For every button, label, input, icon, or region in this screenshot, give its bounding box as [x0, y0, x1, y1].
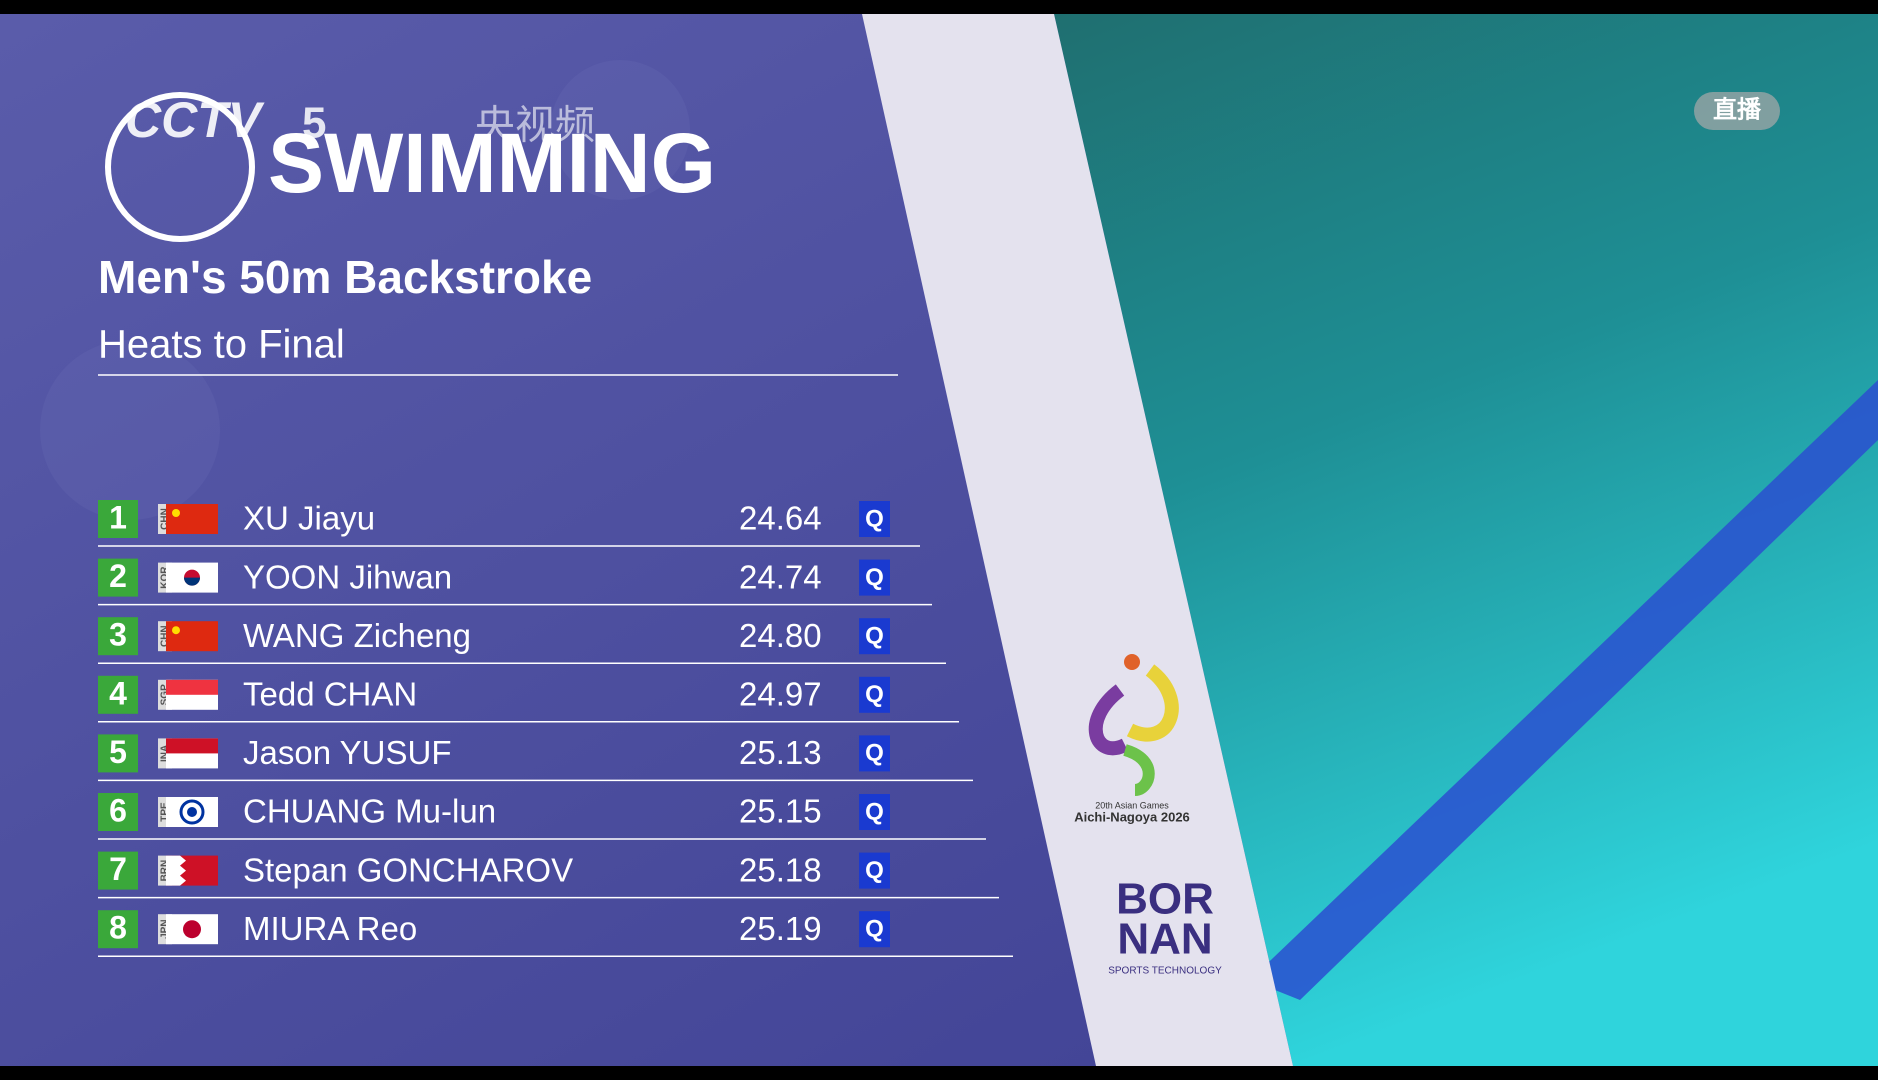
- flag: [166, 679, 218, 695]
- pool-video: [1054, 14, 1878, 1066]
- live-label: 直播: [1713, 96, 1762, 123]
- diagonal-stripe: [862, 14, 1293, 1066]
- country-code: SGP: [160, 684, 171, 705]
- flag: [166, 738, 218, 754]
- logo-sun: [1124, 654, 1140, 670]
- results-table: 1 CHN XU Jiayu 24.64 Q 2 KOR YOON Jihwan 24.74 Q 3…: [98, 499, 1013, 957]
- qualify-mark: Q: [865, 505, 884, 532]
- channel-logo: CCTV: [125, 92, 265, 148]
- flag: [166, 504, 218, 534]
- qualify-box: [859, 794, 890, 830]
- country-code: BRN: [160, 860, 171, 882]
- athlete-name: WANG Zicheng: [243, 617, 471, 654]
- sport-title: SWIMMING: [268, 116, 716, 210]
- rank: 1: [109, 499, 127, 535]
- logo-shape: [1088, 684, 1129, 756]
- games-line2: Aichi-Nagoya 2026: [1074, 809, 1190, 824]
- rank: 4: [109, 675, 127, 711]
- time: 25.15: [739, 793, 822, 830]
- rank-box: [98, 617, 138, 656]
- rank-box: [98, 793, 138, 831]
- flag: [166, 621, 218, 652]
- channel-number: 5: [302, 99, 326, 148]
- rank: 8: [109, 910, 127, 946]
- country-code: CHN: [160, 508, 171, 530]
- time: 24.74: [739, 558, 822, 595]
- qualify-mark: Q: [865, 564, 884, 591]
- flag-star: [172, 509, 180, 517]
- athlete-name: Stepan GONCHAROV: [243, 851, 573, 888]
- time: 25.19: [739, 910, 822, 947]
- cctv-logo-ring: [105, 92, 255, 242]
- rank-box: [98, 910, 138, 949]
- qualify-box: [859, 852, 890, 889]
- athlete-name: MIURA Reo: [243, 910, 417, 947]
- rank-box: [98, 851, 138, 890]
- athlete-name: Jason YUSUF: [243, 734, 451, 771]
- flag-emblem: [187, 807, 197, 817]
- rank: 7: [109, 851, 127, 887]
- rank-box: [98, 734, 138, 773]
- qualify-box: [859, 735, 890, 772]
- country-code: KOR: [160, 566, 171, 589]
- sponsor-line2: NAN: [1117, 915, 1212, 964]
- sponsor-line3: SPORTS TECHNOLOGY: [1108, 966, 1222, 977]
- qualify-mark: Q: [865, 623, 884, 650]
- time: 24.97: [739, 676, 822, 713]
- rank: 3: [109, 617, 127, 653]
- country-code: INA: [160, 745, 171, 762]
- rank-box: [98, 558, 138, 597]
- qualify-mark: Q: [865, 740, 884, 767]
- phase-title: Heats to Final: [98, 323, 345, 367]
- rank: 6: [109, 792, 127, 828]
- rank: 5: [109, 734, 127, 770]
- live-badge: [1694, 92, 1780, 130]
- flag-emblem: [179, 799, 205, 825]
- qualify-mark: Q: [865, 916, 884, 943]
- time: 25.18: [739, 851, 822, 888]
- flag: [166, 855, 186, 886]
- event-title: Men's 50m Backstroke: [98, 251, 592, 303]
- flag-emblem: [183, 920, 201, 939]
- qualify-box: [859, 559, 890, 596]
- country-code: CHN: [160, 625, 171, 647]
- rank: 2: [109, 558, 127, 594]
- decor: [550, 60, 690, 200]
- country-code: TPE: [160, 802, 171, 822]
- country-code: JPN: [160, 919, 171, 938]
- qualify-box: [859, 676, 890, 713]
- games-logo: [1088, 654, 1179, 796]
- app-watermark: 央视频: [475, 104, 595, 148]
- logo-shape: [1126, 664, 1179, 742]
- logo-shape: [1122, 744, 1155, 796]
- time: 24.80: [739, 617, 822, 654]
- lane-rope: [1250, 380, 1878, 1000]
- rank-box: [98, 500, 138, 538]
- qualify-box: [859, 618, 890, 655]
- time: 25.13: [739, 734, 822, 771]
- flag-emblem: [184, 577, 200, 586]
- athlete-name: CHUANG Mu-lun: [243, 793, 496, 830]
- qualify-box: [859, 911, 890, 948]
- athlete-name: YOON Jihwan: [243, 558, 452, 595]
- athlete-name: XU Jiayu: [243, 500, 375, 537]
- qualify-mark: Q: [865, 681, 884, 708]
- games-line1: 20th Asian Games: [1095, 800, 1169, 810]
- athlete-name: Tedd CHAN: [243, 676, 417, 713]
- qualify-box: [859, 501, 890, 537]
- sponsor-line1: BOR: [1116, 875, 1214, 924]
- qualify-mark: Q: [865, 857, 884, 884]
- rank-box: [98, 675, 138, 714]
- time: 24.64: [739, 500, 822, 537]
- flag-star: [172, 626, 180, 635]
- decor: [40, 340, 220, 520]
- qualify-mark: Q: [865, 798, 884, 825]
